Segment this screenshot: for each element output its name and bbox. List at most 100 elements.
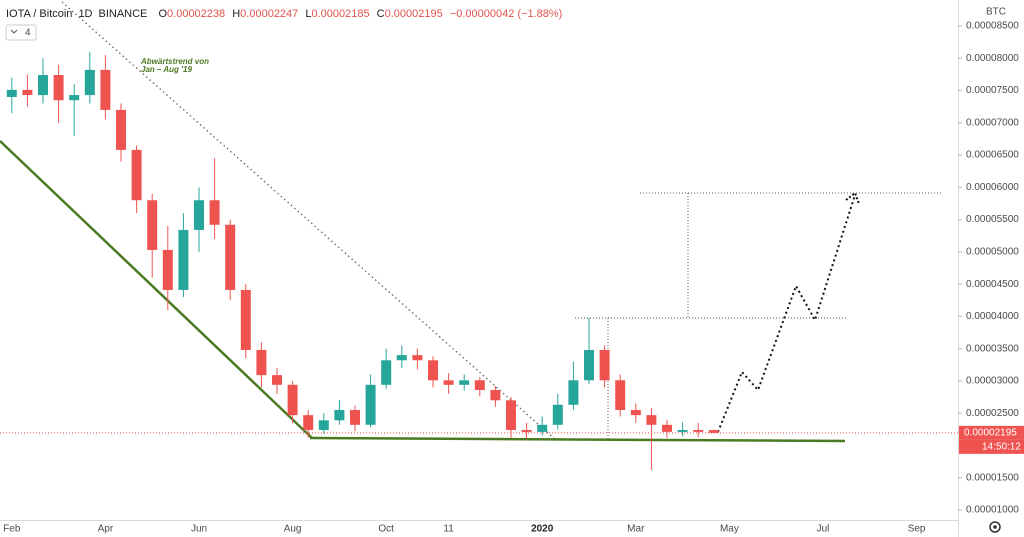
ohlc-letter: L [305,8,311,20]
candle-body [84,69,95,96]
y-tick-label: 0.00001500 [966,472,1019,483]
x-tick-label: Oct [378,524,394,535]
candle-body [552,404,563,425]
candle-body [38,75,48,96]
candle-body [350,409,360,425]
candle-body [396,355,407,361]
last-price-label: 0.00002195 [964,428,1017,439]
x-tick-label: Feb [3,524,21,535]
countdown: 14:50:12 [982,442,1021,453]
x-tick-label: Sep [908,524,926,535]
y-tick-label: 0.00008000 [966,53,1019,64]
candle-body [100,69,111,110]
settings-icon[interactable] [989,521,1001,533]
y-tick-label: 0.00006000 [966,182,1019,193]
candle-body [318,420,329,430]
candle-body [147,200,158,250]
ohlc-letter: C [377,8,385,20]
candles [6,51,719,470]
candle-body [381,360,392,385]
candle-body [443,380,454,385]
candle-body [568,380,579,405]
close-value: 0.00002195 [385,8,443,20]
y-tick-label: 0.00005000 [966,247,1019,258]
open-value: 0.00002238 [167,8,225,20]
x-tick-label: May [720,524,739,535]
y-tick-label: 0.00007500 [966,85,1019,96]
candle-body [6,89,17,97]
annotation: Jan – Aug '19 [141,65,193,74]
candle-body [131,149,142,201]
x-tick-label: 2020 [531,524,554,535]
candle-body [662,424,672,432]
candle-body [162,249,173,290]
candle-body [599,349,610,381]
trend-line-dotted [61,1,557,441]
candle-body [490,389,501,401]
candle-body [53,75,64,101]
ohlc-letter: O [158,8,167,20]
candle-body [256,349,267,376]
chart-header: IOTA / Bitcoin 1D BINANCE O0.00002238 H0.0… [6,8,562,20]
indicator-count: 4 [25,28,31,39]
high-value: 0.00002247 [240,8,298,20]
x-tick-label: Apr [98,524,114,535]
candle-body [537,424,548,432]
y-tick-label: 0.00004500 [966,279,1019,290]
y-tick-label: 0.00005500 [966,214,1019,225]
candle-body [584,349,594,381]
candle-body [194,200,204,230]
x-tick-label: Jun [191,524,207,535]
candle-body [615,380,626,410]
y-tick-label: 0.00001000 [966,505,1019,516]
candle-body [459,380,470,385]
candle-body [708,430,719,433]
x-tick-label: Mar [627,524,645,535]
candle-body [521,429,532,432]
candle-body [693,429,704,432]
candle-body [428,360,438,381]
y-tick-label: 0.00003500 [966,343,1019,354]
candle-body [22,89,33,96]
unit-label: BTC [986,7,1006,18]
interval: 1D [78,8,92,20]
candle-body [209,200,220,225]
symbol: IOTA / Bitcoin [6,8,72,20]
ohlc-letter: H [232,8,240,20]
candle-body [116,109,126,150]
x-tick-label: 11 [443,524,454,535]
y-tick-label: 0.00004000 [966,311,1019,322]
x-tick-label: Aug [284,524,302,535]
countdown-box [959,439,1024,454]
y-tick-label: 0.00008500 [966,21,1019,32]
candle-body [646,415,657,425]
change-value: −0.00000042 (−1.88%) [450,8,563,20]
x-tick-label: Jul [817,524,830,535]
candle-body [225,224,236,290]
candle-body [240,289,251,350]
candle-body [69,95,80,101]
candle-body [365,384,376,425]
candle-body [630,409,641,416]
candle-body [303,415,314,430]
candle-body [677,429,688,432]
candle-body [506,400,516,430]
exchange: BINANCE [99,8,148,20]
y-tick-label: 0.00006500 [966,150,1019,161]
last-price-box [959,425,1024,440]
y-tick-label: 0.00002500 [966,408,1019,419]
annotation: Abwärtstrend von [140,57,209,66]
candle-body [287,384,298,416]
y-tick-label: 0.00003000 [966,376,1019,387]
candle-body [412,355,423,361]
y-tick-label: 0.00007000 [966,117,1019,128]
candle-body [334,409,345,421]
projection-path [717,194,856,433]
candle-body [178,229,189,290]
candle-body [474,380,485,390]
indicator-toggle[interactable]: 4 [5,24,37,41]
low-value: 0.00002185 [311,8,369,20]
